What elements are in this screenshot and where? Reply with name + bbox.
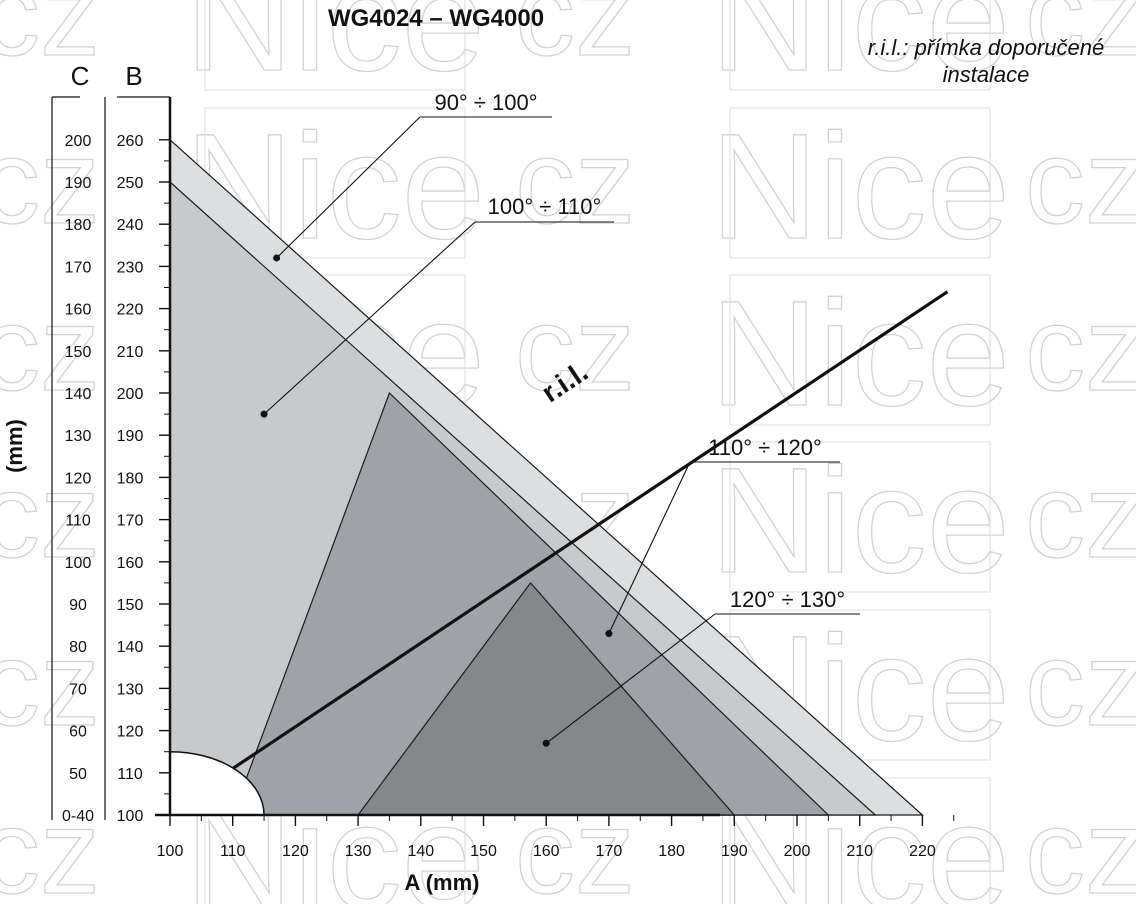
axis-c-unit-label: (mm) xyxy=(2,419,27,473)
watermark-suffix: cz xyxy=(1025,115,1136,249)
y-tick-label-b: 260 xyxy=(117,133,144,150)
y-tick-label-b: 200 xyxy=(117,386,144,403)
watermark-frame xyxy=(729,274,991,426)
x-tick-label: 160 xyxy=(533,843,560,860)
y-tick-label-c: 140 xyxy=(65,386,92,403)
x-tick-label: 130 xyxy=(345,843,372,860)
y-tick-label-b: 120 xyxy=(117,724,144,741)
watermark-word: Nice xyxy=(710,102,1010,270)
y-tick-label-b: 180 xyxy=(117,470,144,487)
watermark-word: Nice xyxy=(710,269,1010,437)
x-tick-label: 150 xyxy=(470,843,497,860)
y-tick-label-c: 60 xyxy=(69,724,87,741)
x-tick-label: 180 xyxy=(658,843,685,860)
y-tick-label-c: 190 xyxy=(65,175,92,192)
y-tick-label-b: 250 xyxy=(117,175,144,192)
watermark-suffix: cz xyxy=(515,282,635,416)
chart-title: WG4024 – WG4000 xyxy=(328,5,544,32)
exclusion-zone xyxy=(169,750,265,816)
y-tick-label-b: 210 xyxy=(117,344,144,361)
y-tick-label-c: 50 xyxy=(69,766,87,783)
y-tick-label-c: 0-40 xyxy=(62,808,94,825)
watermark-suffix: cz xyxy=(0,115,100,249)
y-tick-label-c: 180 xyxy=(65,217,92,234)
y-tick-label-c: 90 xyxy=(69,597,87,614)
watermark-suffix: cz xyxy=(515,0,635,81)
axes-layer: 100 110 120 130 140 150 160 170 180 190 200 210 220 2… xyxy=(51,96,955,860)
region-label: 120° ÷ 130° xyxy=(730,587,845,612)
x-tick-label: 120 xyxy=(282,843,309,860)
y-tick-label-b: 110 xyxy=(117,766,143,783)
region-label: 110° ÷ 120° xyxy=(708,435,822,460)
callout-leader xyxy=(608,461,691,634)
x-tick-label: 170 xyxy=(596,843,623,860)
watermark-suffix: cz xyxy=(0,785,100,904)
watermark-suffix: cz xyxy=(1025,785,1136,904)
y-tick-label-c: 110 xyxy=(65,513,91,530)
watermark-word: Nice xyxy=(710,436,1010,604)
y-tick-label-c: 80 xyxy=(69,639,87,656)
watermark-suffix: cz xyxy=(1025,0,1136,81)
region-label: 100° ÷ 110° xyxy=(488,194,602,219)
watermark-suffix: cz xyxy=(1025,282,1136,416)
ril-note-line-2: instalace xyxy=(943,62,1030,87)
axis-b-letter: B xyxy=(125,61,142,91)
y-tick-label-b: 220 xyxy=(117,302,144,319)
y-tick-label-b: 230 xyxy=(117,259,144,276)
axis-c-letter: C xyxy=(71,61,90,91)
x-tick-label: 100 xyxy=(157,843,184,860)
watermark-suffix: cz xyxy=(1025,617,1136,751)
x-tick-label: 190 xyxy=(721,843,748,860)
x-tick-label: 210 xyxy=(846,843,873,860)
watermark-suffix: cz xyxy=(1025,449,1136,583)
y-tick-label-b: 130 xyxy=(117,681,144,698)
watermark-frame xyxy=(729,0,991,91)
x-tick-label: 200 xyxy=(784,843,811,860)
region-label: 90° ÷ 100° xyxy=(434,90,537,115)
y-tick-label-c: 70 xyxy=(69,681,87,698)
y-tick-label-c: 100 xyxy=(65,555,92,572)
y-tick-label-c: 200 xyxy=(65,133,92,150)
y-tick-label-c: 120 xyxy=(65,470,92,487)
y-tick-label-b: 170 xyxy=(117,513,144,530)
y-tick-label-c: 160 xyxy=(65,302,92,319)
x-tick-label: 110 xyxy=(220,843,246,860)
regions-layer xyxy=(169,138,924,816)
y-tick-label-b: 240 xyxy=(117,217,144,234)
watermark-word: Nice xyxy=(710,0,1010,102)
y-tick-label-c: 170 xyxy=(65,259,92,276)
watermark-frame xyxy=(729,107,991,259)
callout-leader xyxy=(276,116,421,259)
ril-label: r.i.l. xyxy=(536,356,593,409)
y-tick-label-b: 190 xyxy=(117,428,144,445)
watermark-suffix: cz xyxy=(0,282,100,416)
watermark-suffix: cz xyxy=(0,617,100,751)
watermark-suffix: cz xyxy=(0,449,100,583)
watermark-frame xyxy=(729,441,991,593)
y-tick-label-b: 100 xyxy=(117,808,144,825)
x-tick-label: 220 xyxy=(909,843,936,860)
callout-leader xyxy=(545,613,716,744)
watermark-suffix: cz xyxy=(0,0,100,81)
y-tick-label-b: 160 xyxy=(117,555,144,572)
ril-note-line-1: r.i.l.: přímka doporučené xyxy=(868,35,1104,60)
y-tick-label-c: 130 xyxy=(65,428,92,445)
callouts-layer: 90° ÷ 100° 100° ÷ 110° 110° ÷ 120° 120° ÷ 1… xyxy=(260,90,860,747)
watermark-word: Nice xyxy=(185,0,485,102)
y-tick-label-b: 140 xyxy=(117,639,144,656)
watermark-frame xyxy=(204,0,466,91)
callout-leader xyxy=(263,221,476,415)
y-tick-label-b: 150 xyxy=(117,597,144,614)
ril-line xyxy=(231,290,949,770)
x-axis-label: A (mm) xyxy=(405,870,480,895)
watermark-suffix: cz xyxy=(515,115,635,249)
y-tick-label-c: 150 xyxy=(65,344,92,361)
x-tick-label: 140 xyxy=(407,843,434,860)
